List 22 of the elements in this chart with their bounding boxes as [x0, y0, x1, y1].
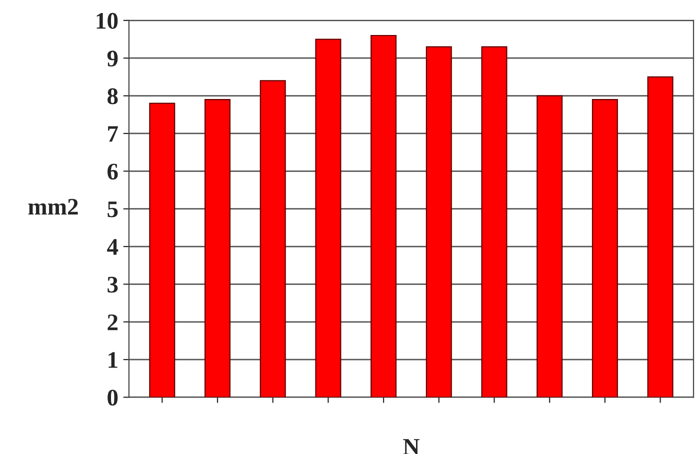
bar: [592, 99, 618, 398]
y-tick-label: 1: [108, 352, 118, 368]
y-tick-label: 7: [108, 126, 118, 142]
bar: [426, 46, 452, 398]
bar: [204, 99, 231, 398]
y-tick-label: 4: [107, 239, 118, 255]
y-tick-label: 8: [108, 88, 118, 104]
bar: [315, 38, 342, 398]
bar: [149, 102, 176, 398]
y-tick-label: 6: [108, 164, 118, 180]
y-axis-title: mm2: [28, 198, 78, 215]
bar: [370, 34, 397, 398]
y-tick-label: 2: [108, 314, 118, 330]
bar: [647, 76, 674, 398]
y-tick-label: 10: [96, 12, 118, 29]
y-tick-label: 3: [108, 276, 118, 293]
y-tick-label: 5: [108, 202, 118, 218]
bar: [536, 95, 563, 398]
y-tick-label: 0: [108, 390, 118, 406]
bar: [481, 46, 508, 398]
y-tick-label: 9: [107, 50, 118, 67]
bar: [260, 80, 286, 398]
